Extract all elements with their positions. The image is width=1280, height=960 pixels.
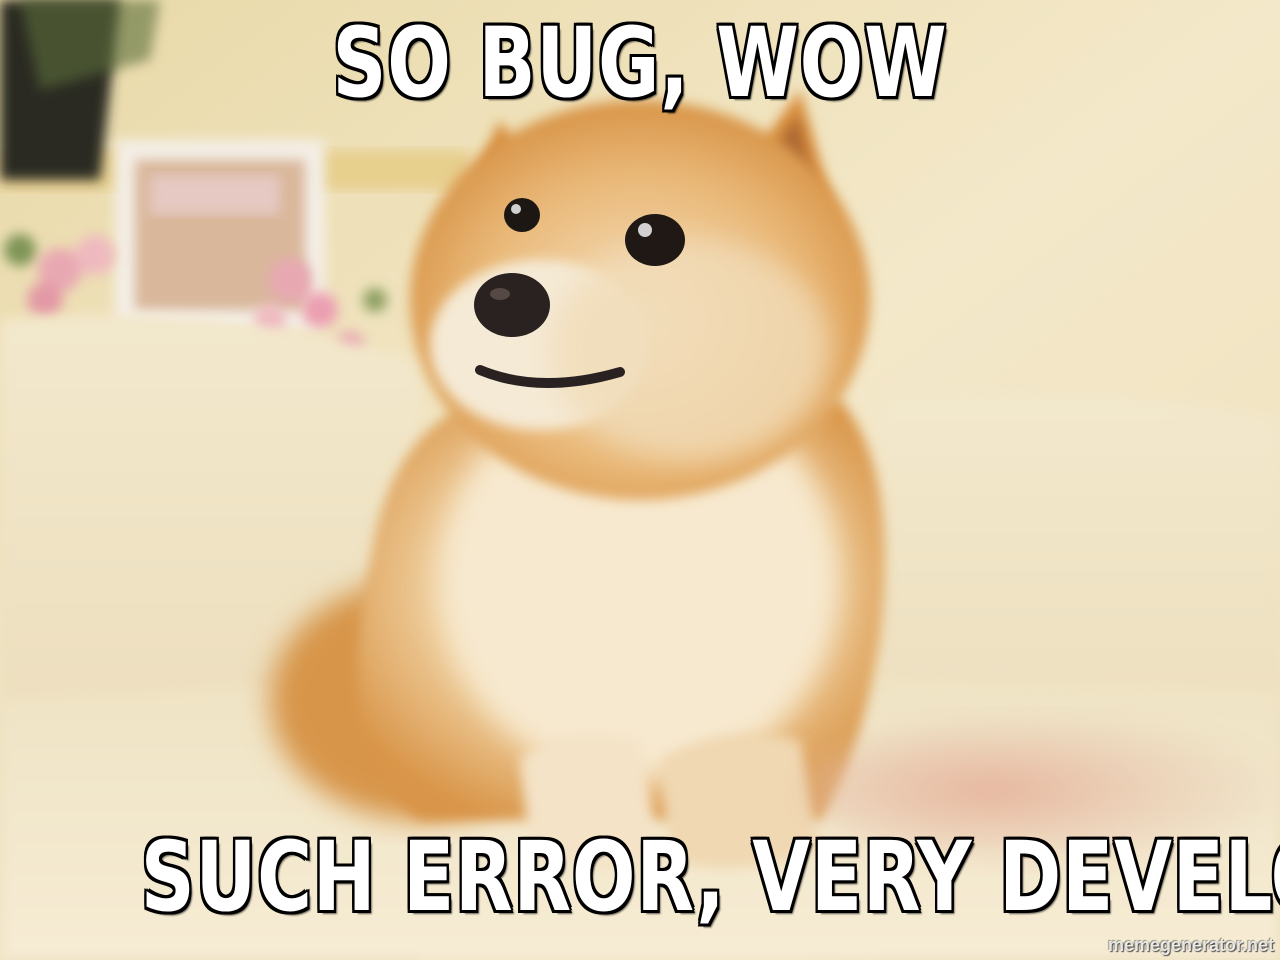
- top-caption: SO BUG, WOW: [331, 7, 948, 120]
- watermark: memegenerator.net: [1107, 935, 1274, 955]
- bottom-caption: SUCH ERROR, VERY DEVELOPER: [140, 821, 1280, 934]
- dog: [270, 90, 885, 868]
